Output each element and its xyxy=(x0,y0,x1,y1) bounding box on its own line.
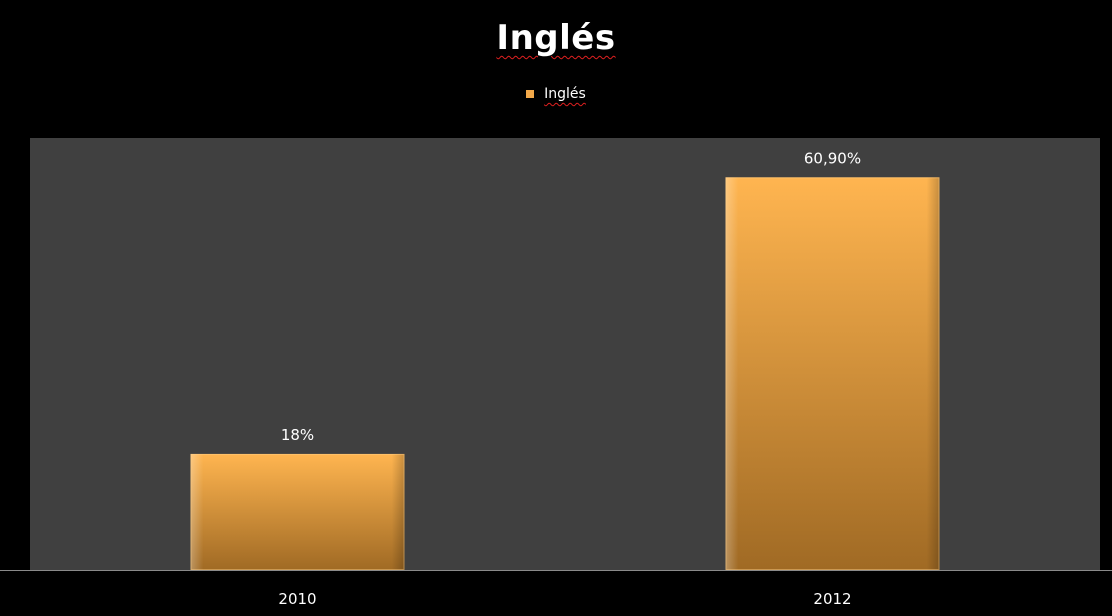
legend: Inglés xyxy=(0,86,1112,102)
legend-label: Inglés xyxy=(544,86,586,102)
data-label-2010: 18% xyxy=(281,426,314,444)
chart-title: Inglés xyxy=(496,18,616,58)
bar-outline-2012 xyxy=(725,177,940,571)
bar-bevel-2010 xyxy=(190,453,405,570)
x-tick-label-2010: 2010 xyxy=(278,590,316,608)
data-label-2012: 60,90% xyxy=(804,149,861,167)
bar-outline-2010 xyxy=(190,453,405,571)
legend-swatch xyxy=(526,90,535,98)
x-tick-label-2012: 2012 xyxy=(813,590,851,608)
bar-bevel-2012 xyxy=(725,177,940,570)
